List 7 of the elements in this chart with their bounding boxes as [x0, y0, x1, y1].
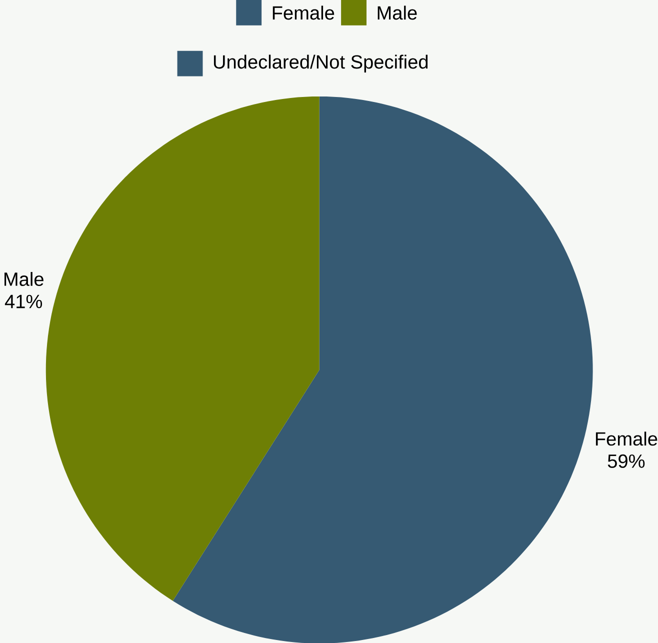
data-label: 59% [608, 454, 645, 468]
slice-label: Male [4, 272, 44, 286]
legend-label: Female [272, 6, 334, 20]
data-label: 41% [4, 294, 42, 308]
legend-label: Male [378, 6, 417, 20]
slice-label: Female [596, 431, 658, 446]
legend-label: Undeclared/Not Specified [214, 54, 428, 72]
